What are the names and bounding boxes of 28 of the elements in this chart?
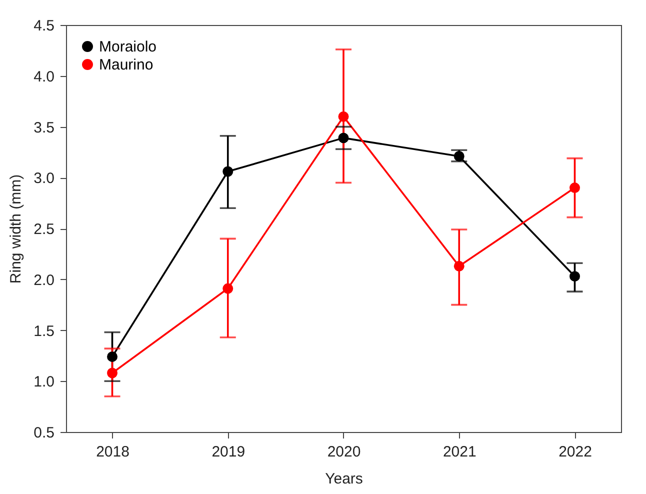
point xyxy=(222,166,234,177)
x-tick-label: 2020 xyxy=(327,444,361,460)
point xyxy=(454,151,464,162)
y-tick-label: 4.5 xyxy=(34,18,54,34)
point xyxy=(570,271,580,282)
y-tick-label: 2.0 xyxy=(34,272,54,289)
x-tick-label: 2018 xyxy=(96,444,130,460)
point xyxy=(454,260,464,272)
point xyxy=(338,132,349,144)
y-axis-title: Ring width (mm) xyxy=(8,174,25,284)
y-tick-label: 2.5 xyxy=(34,221,54,238)
x-tick-label: 2021 xyxy=(442,444,476,460)
x-tick-label: 2022 xyxy=(558,444,592,460)
y-tick-label: 1.0 xyxy=(34,374,54,391)
point xyxy=(222,283,234,294)
y-tick-label: 4.0 xyxy=(34,68,54,86)
legend-label: Maurino xyxy=(99,56,154,74)
point xyxy=(107,351,118,362)
x-axis-title: Years xyxy=(325,470,363,488)
y-tick-label: 1.5 xyxy=(34,322,54,340)
y-tick-label: 3.0 xyxy=(34,170,54,188)
point xyxy=(107,368,118,378)
legend-label: Moraiolo xyxy=(99,38,157,56)
point xyxy=(570,182,580,194)
y-tick-label: 0.5 xyxy=(34,424,54,442)
point xyxy=(338,111,349,122)
x-tick-label: 2019 xyxy=(212,444,246,460)
y-tick-label: 3.5 xyxy=(34,119,54,136)
